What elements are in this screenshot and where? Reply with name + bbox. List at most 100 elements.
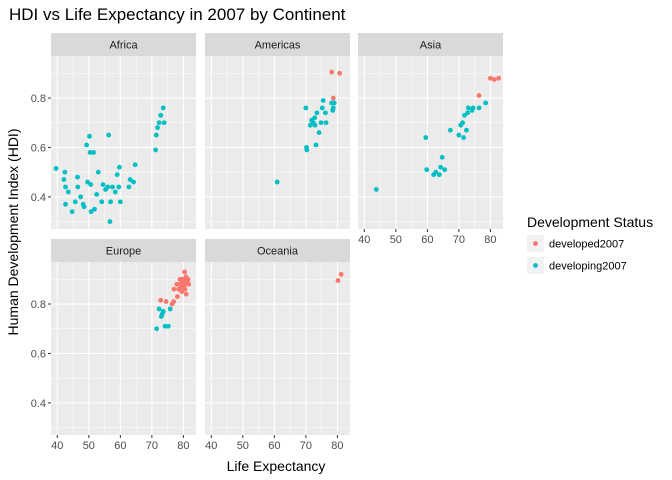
- panel-background: [51, 262, 196, 435]
- x-tick-label: 40: [358, 234, 370, 246]
- x-tick-label: 50: [237, 440, 249, 452]
- legend-key-developing2007: [533, 263, 538, 268]
- x-axis-title: Life Expectancy: [227, 458, 326, 474]
- facet-strip-label: Oceania: [257, 246, 299, 258]
- y-tick-label: 0.8: [31, 299, 46, 311]
- data-point-developing2007: [69, 209, 75, 215]
- x-tick-label: 40: [205, 440, 217, 452]
- data-point-developing2007: [94, 192, 100, 197]
- data-point-developed2007: [171, 299, 177, 304]
- data-point-developing2007: [126, 184, 132, 190]
- chart-title: HDI vs Life Expectancy in 2007 by Contin…: [9, 5, 346, 24]
- data-point-developing2007: [153, 147, 159, 153]
- facet-strip: [51, 33, 196, 56]
- data-point-developing2007: [436, 172, 442, 178]
- panel-background: [205, 56, 350, 229]
- data-point-developing2007: [160, 105, 166, 111]
- panel-background: [358, 56, 503, 229]
- data-point-developing2007: [114, 172, 120, 178]
- data-point-developing2007: [63, 201, 68, 207]
- data-point-developing2007: [331, 100, 337, 106]
- facet-strip-label: Asia: [420, 40, 442, 52]
- data-point-developing2007: [63, 184, 68, 190]
- data-point-developing2007: [318, 120, 324, 126]
- y-axis-title: Human Development Index (HDI): [5, 129, 21, 336]
- data-point-developing2007: [323, 110, 328, 116]
- data-point-developing2007: [465, 105, 471, 111]
- data-point-developing2007: [62, 169, 68, 175]
- facet-americas: Americas: [205, 33, 350, 229]
- x-tick-label: 70: [300, 440, 312, 452]
- data-point-developing2007: [88, 209, 94, 215]
- data-point-developing2007: [75, 184, 81, 190]
- data-point-developing2007: [461, 135, 466, 140]
- data-point-developing2007: [131, 179, 136, 185]
- data-point-developing2007: [156, 120, 162, 126]
- data-point-developing2007: [87, 149, 93, 155]
- data-point-developing2007: [460, 120, 466, 126]
- data-point-developed2007: [182, 286, 188, 292]
- y-tick-label: 0.6: [31, 142, 46, 154]
- data-point-developing2007: [75, 174, 80, 180]
- data-point-developing2007: [154, 326, 159, 332]
- data-point-developing2007: [464, 127, 469, 133]
- data-point-developing2007: [155, 125, 160, 131]
- x-tick-label: 70: [146, 440, 158, 452]
- x-tick-label: 80: [484, 234, 496, 246]
- data-point-developing2007: [423, 135, 429, 140]
- data-point-developing2007: [156, 306, 162, 312]
- data-point-developing2007: [167, 306, 173, 312]
- data-point-developing2007: [61, 177, 67, 182]
- data-point-developing2007: [320, 98, 326, 103]
- data-point-developing2007: [313, 142, 319, 148]
- data-point-developing2007: [81, 204, 87, 210]
- data-point-developing2007: [65, 189, 71, 195]
- y-tick-label: 0.4: [31, 192, 46, 204]
- data-point-developed2007: [476, 93, 482, 98]
- data-point-developing2007: [78, 194, 84, 200]
- x-tick-label: 80: [331, 440, 343, 452]
- data-point-developing2007: [323, 120, 329, 126]
- x-tick-label: 50: [83, 440, 95, 452]
- data-point-developing2007: [153, 132, 159, 138]
- data-point-developed2007: [171, 286, 177, 292]
- facet-asia: Asia 40 50 60 70 80: [358, 33, 503, 246]
- data-point-developed2007: [158, 297, 164, 303]
- data-point-developing2007: [424, 167, 430, 173]
- data-point-developing2007: [127, 177, 133, 182]
- data-point-developing2007: [92, 206, 97, 212]
- facet-strip-label: Africa: [109, 40, 138, 52]
- facet-oceania: Oceania 40 50 60 70 80: [205, 239, 350, 452]
- data-point-developing2007: [116, 184, 122, 190]
- facet-europe: Europe 0.4 0.6 0.8 40 50 60 70 80: [31, 239, 196, 452]
- data-point-developing2007: [88, 182, 94, 187]
- data-point-developed2007: [182, 269, 188, 275]
- data-point-developing2007: [442, 167, 448, 173]
- data-point-developing2007: [107, 219, 113, 224]
- data-point-developing2007: [106, 132, 112, 138]
- legend-title: Development Status: [527, 214, 653, 230]
- data-point-developing2007: [483, 100, 489, 106]
- facet-strip: [358, 33, 503, 56]
- data-point-developing2007: [316, 130, 322, 136]
- data-point-developing2007: [433, 169, 439, 175]
- data-point-developing2007: [99, 199, 105, 205]
- data-point-developing2007: [465, 110, 471, 116]
- data-point-developing2007: [330, 105, 336, 111]
- x-tick-label: 80: [177, 440, 189, 452]
- data-point-developing2007: [274, 179, 280, 185]
- data-point-developed2007: [186, 281, 192, 287]
- data-point-developing2007: [132, 162, 138, 168]
- legend-key-developed2007: [533, 241, 538, 246]
- data-point-developed2007: [337, 70, 342, 76]
- facet-strip-label: Europe: [106, 246, 141, 258]
- x-tick-label: 50: [390, 234, 402, 246]
- x-tick-label: 60: [114, 440, 126, 452]
- data-point-developing2007: [87, 133, 92, 139]
- data-point-developed2007: [338, 271, 344, 277]
- data-point-developing2007: [438, 164, 443, 170]
- panel-background: [51, 56, 196, 229]
- facet-strip: [205, 239, 350, 262]
- data-point-developing2007: [117, 164, 122, 170]
